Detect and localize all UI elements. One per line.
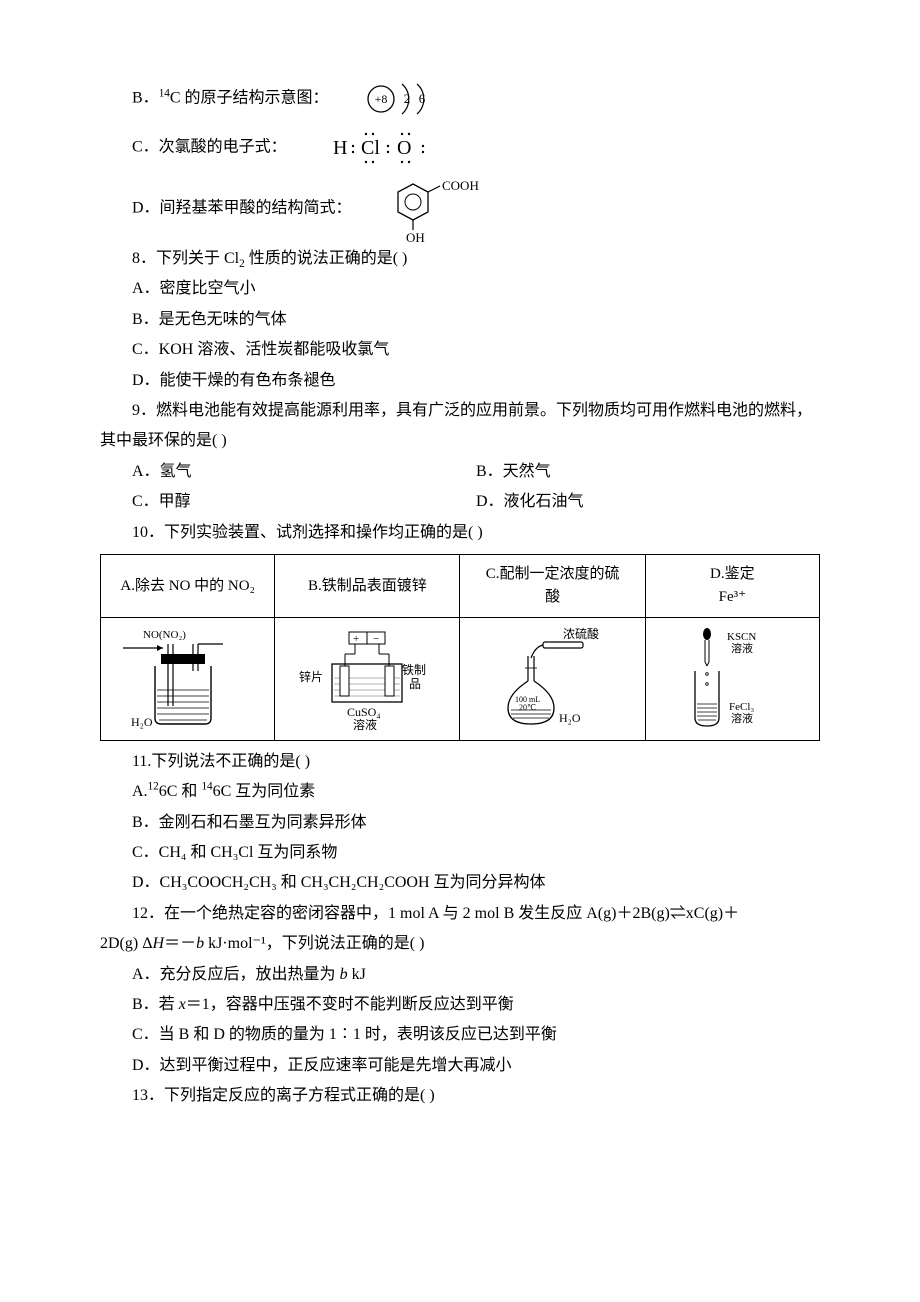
acid-label: 浓硫酸	[563, 626, 599, 641]
ital-b: b	[196, 935, 204, 952]
label: D．间羟基苯甲酸的结构简式：	[132, 200, 352, 217]
q12-option-b: B．若 x＝1，容器中压强不变时不能判断反应达到平衡	[100, 990, 820, 1020]
ital-H: H	[153, 935, 165, 952]
pre: A．充分反应后，放出热量为	[132, 966, 340, 983]
q9-options-row2: C．甲醇 D．液化石油气	[100, 487, 820, 517]
q12-option-d: D．达到平衡过程中，正反应速率可能是先增大再减小	[100, 1051, 820, 1081]
sol-1: CuSO₄	[347, 705, 381, 719]
label: B．	[132, 90, 159, 107]
text: 的原子结构示意图：	[181, 90, 329, 107]
flask-l2: 20℃	[519, 703, 536, 712]
pre: A.	[132, 783, 148, 800]
header-a: A.除去 NO 中的 NO₂	[101, 554, 275, 617]
water-label: H₂O	[559, 711, 581, 725]
stem-text: 8．下列关于 Cl	[132, 250, 239, 267]
q9-option-d: D．液化石油气	[476, 487, 820, 517]
line2: Fe³⁺	[719, 589, 746, 605]
q9-option-a: A．氢气	[132, 457, 476, 487]
fecl3-2: 溶液	[731, 711, 753, 725]
line1: C.配制一定浓度的硫	[486, 566, 620, 582]
q12-option-a: A．充分反应后，放出热量为 b kJ	[100, 960, 820, 990]
atom-structure-diagram: +8 2 6	[333, 80, 445, 118]
fe-label-1: 铁制	[402, 663, 426, 677]
line1: D.鉴定	[710, 566, 755, 582]
label: C．次氯酸的电子式：	[132, 139, 287, 156]
el1: C	[167, 783, 178, 800]
post: 互为同位素	[231, 783, 315, 800]
plus: +	[353, 633, 359, 645]
sub2: 6	[213, 783, 221, 800]
mid: 和	[177, 783, 201, 800]
sup1: 12	[148, 781, 159, 793]
inlet-label: NO(NO₂)	[143, 629, 186, 641]
q12-stem-line1: 12．在一个绝热定容的密闭容器中，1 mol A 与 2 mol B 发生反应 …	[100, 899, 820, 929]
oh-label: OH	[406, 230, 425, 244]
table-diagram-row: NO(NO₂) H₂O	[101, 617, 820, 740]
q8-option-b: B．是无色无味的气体	[100, 305, 820, 335]
liquid-label: H₂O	[131, 715, 153, 729]
q11-option-d: D．CH₃COOCH₂CH₃ 和 CH₃CH₂CH₂COOH 互为同分异构体	[100, 868, 820, 898]
nucleus-label: +8	[374, 92, 387, 106]
mid: ＝－	[164, 935, 196, 952]
q10-stem: 10．下列实验装置、试剂选择和操作均正确的是( )	[100, 518, 820, 548]
svg-text:Cl: Cl	[361, 137, 380, 159]
kscn-2: 溶液	[731, 641, 753, 655]
shell-2: 6	[418, 91, 425, 106]
header-c: C.配制一定浓度的硫 酸	[460, 554, 645, 617]
ital: b	[340, 966, 348, 983]
q8-stem: 8．下列关于 Cl2 性质的说法正确的是( )	[100, 244, 820, 274]
svg-text:H: H	[333, 137, 347, 159]
isotope-mass: 14	[159, 87, 170, 99]
kscn-1: KSCN	[727, 631, 756, 643]
pre: 2D(g) Δ	[100, 935, 153, 952]
line2: 酸	[545, 589, 560, 605]
diagram-c: 浓硫酸 100 mL 20℃ H₂O	[460, 617, 645, 740]
q11-option-a: A.126C 和 146C 互为同位素	[100, 777, 820, 807]
header-d: D.鉴定 Fe³⁺	[645, 554, 819, 617]
stem-after: 性质的说法正确的是( )	[245, 250, 408, 267]
diagram-a: NO(NO₂) H₂O	[101, 617, 275, 740]
shell-1: 2	[403, 91, 410, 106]
isotope-element: C	[170, 90, 181, 107]
pre: B．若	[132, 996, 179, 1013]
q12-option-c: C．当 B 和 D 的物质的量为 1∶1 时，表明该反应已达到平衡	[100, 1020, 820, 1050]
q11-option-b: B．金刚石和石墨互为同素异形体	[100, 808, 820, 838]
stem-text: 9．燃料电池能有效提高能源利用率，具有广泛的应用前景。下列物质均可用作燃料电池的…	[100, 402, 812, 449]
q9-option-b: B．天然气	[476, 457, 820, 487]
ital: x	[179, 996, 186, 1013]
q9-stem: 9．燃料电池能有效提高能源利用率，具有广泛的应用前景。下列物质均可用作燃料电池的…	[100, 396, 820, 457]
sup2: 14	[201, 781, 212, 793]
table-header-row: A.除去 NO 中的 NO₂ B.铁制品表面镀锌 C.配制一定浓度的硫 酸 D.…	[101, 554, 820, 617]
q7-option-c: C．次氯酸的电子式： H Cl O	[100, 128, 820, 168]
q7-option-d: D．间羟基苯甲酸的结构简式： COOH OH	[100, 174, 820, 244]
q8-option-d: D．能使干燥的有色布条褪色	[100, 366, 820, 396]
q13-stem: 13．下列指定反应的离子方程式正确的是( )	[100, 1081, 820, 1111]
zn-label: 锌片	[299, 670, 323, 684]
sub1: 6	[159, 783, 167, 800]
minus: −	[373, 633, 379, 645]
cooh-label: COOH	[442, 178, 479, 193]
q10-table: A.除去 NO 中的 NO₂ B.铁制品表面镀锌 C.配制一定浓度的硫 酸 D.…	[100, 554, 820, 741]
el2: C	[221, 783, 232, 800]
diagram-b: + − 锌片 铁制 品 CuSO₄ 溶液	[275, 617, 460, 740]
q8-option-a: A．密度比空气小	[100, 274, 820, 304]
header-b: B.铁制品表面镀锌	[275, 554, 460, 617]
fecl3-1: FeCl₃	[729, 701, 754, 713]
q8-option-c: C．KOH 溶液、活性炭都能吸收氯气	[100, 335, 820, 365]
benzene-structure: COOH OH	[356, 174, 498, 244]
q9-option-c: C．甲醇	[132, 487, 476, 517]
diagram-d: KSCN 溶液 FeCl₃ 溶液	[645, 617, 819, 740]
q12-stem-line2: 2D(g) ΔH＝－b kJ·mol⁻¹，下列说法正确的是( )	[100, 929, 820, 959]
q9-options-row1: A．氢气 B．天然气	[100, 457, 820, 487]
svg-text:O: O	[397, 137, 411, 159]
sol-2: 溶液	[353, 717, 377, 731]
post: kJ	[348, 966, 366, 983]
lewis-structure: H Cl O	[291, 128, 453, 168]
q11-stem: 11.下列说法不正确的是( )	[100, 747, 820, 777]
q11-option-c: C．CH₄ 和 CH₃Cl 互为同系物	[100, 838, 820, 868]
q7-option-b: B．14C 的原子结构示意图： +8 2 6	[100, 80, 820, 118]
fe-label-2: 品	[409, 677, 421, 691]
post: ＝1，容器中压强不变时不能判断反应达到平衡	[186, 996, 514, 1013]
after: kJ·mol⁻¹，下列说法正确的是( )	[204, 935, 424, 952]
